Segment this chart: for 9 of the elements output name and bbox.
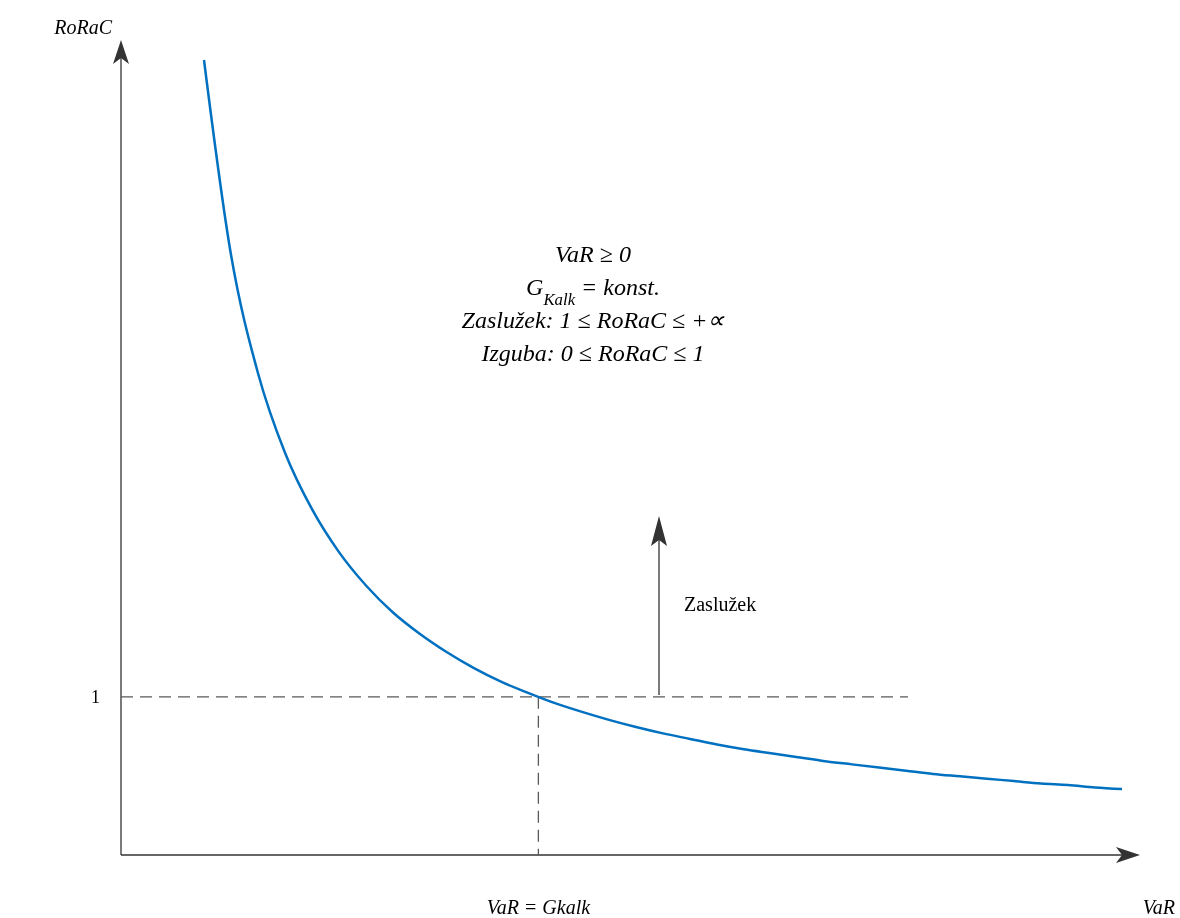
annotation: Zaslužek	[684, 593, 757, 615]
annotation: Izguba: 0 ≤ RoRaC ≤ 1	[480, 340, 705, 366]
annotation: VaR ≥ 0	[555, 241, 631, 267]
y-axis-title: RoRaC	[53, 16, 113, 38]
text: 1	[91, 686, 100, 707]
x-axis-title: VaR	[1142, 896, 1175, 918]
text: VaR = Gkalk	[486, 896, 592, 918]
annotation: G$_{Kalk}$ = konst.	[526, 274, 660, 309]
annotation: Zaslužek: 1 ≤ RoRaC ≤ +∝	[461, 307, 726, 333]
